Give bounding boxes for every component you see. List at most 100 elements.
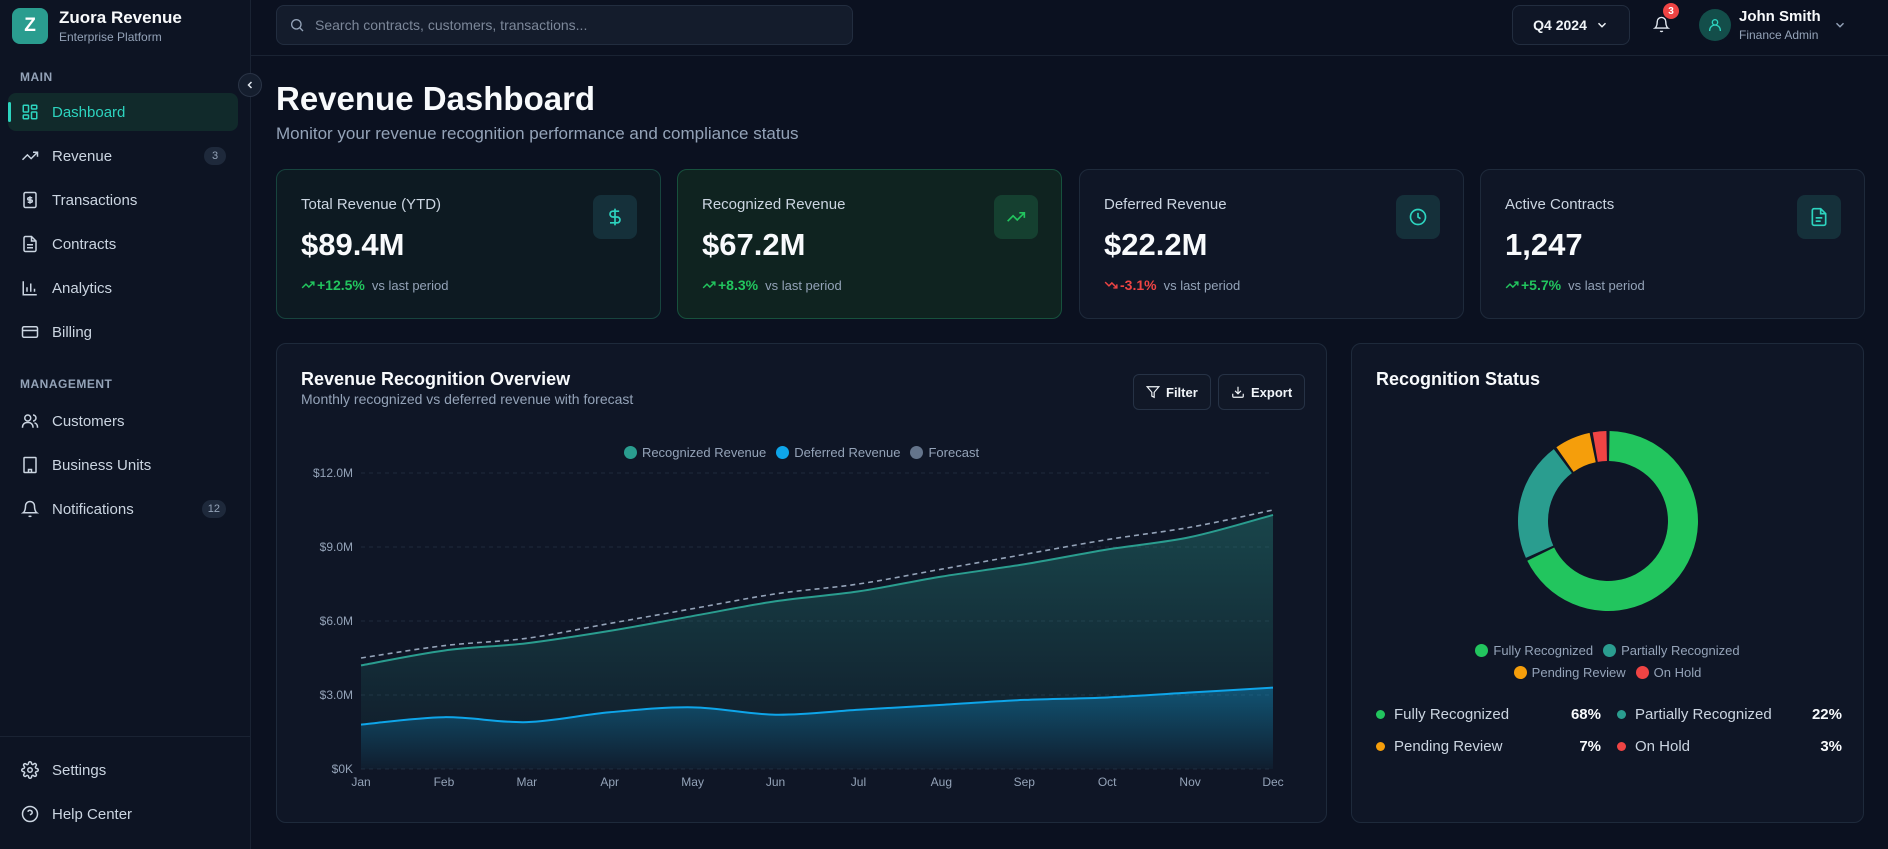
x-tick-label: Sep: [1014, 775, 1036, 789]
sidebar-item-contracts[interactable]: Contracts: [8, 225, 238, 263]
recognition-status-card: Recognition Status Fully Recognized Part…: [1351, 343, 1864, 823]
sidebar-item-label: Customers: [52, 412, 125, 430]
revenue-trend-chart: $0K $3.0M $6.0M $9.0M $12.0M Jan Feb Mar Apr May J…: [313, 466, 1284, 789]
y-tick-label: $12.0M: [313, 466, 353, 480]
sidebar-item-help-center[interactable]: Help Center: [8, 795, 238, 833]
recognized-line: [360, 513, 1274, 667]
notifications-button[interactable]: [1647, 10, 1675, 38]
x-tick-label: Feb: [434, 775, 455, 789]
kpi-value: $89.4M: [301, 227, 405, 262]
x-tick-label: Jun: [766, 775, 785, 789]
user-name: John Smith: [1739, 8, 1821, 25]
avatar: [1699, 9, 1731, 41]
sidebar-item-transactions[interactable]: Transactions: [8, 181, 238, 219]
search-input[interactable]: [315, 17, 835, 33]
download-icon: [1232, 386, 1244, 398]
sidebar-item-business-units[interactable]: Business Units: [8, 446, 238, 484]
sidebar-item-revenue[interactable]: Revenue 3: [8, 137, 238, 175]
brand-name: Zuora Revenue: [59, 7, 182, 27]
bar-chart-icon: [20, 278, 40, 298]
section-label-management: MANAGEMENT: [20, 377, 113, 391]
overview-title: Revenue Recognition Overview: [301, 369, 571, 389]
brand-subtitle: Enterprise Platform: [59, 29, 162, 44]
clock-icon: [1409, 208, 1427, 226]
donut-slice-pending-review[interactable]: [1556, 432, 1596, 472]
chevron-down-icon: [1835, 22, 1844, 28]
kpi-label: Active Contracts: [1505, 196, 1615, 213]
receipt-icon: [20, 190, 40, 210]
sidebar-item-dashboard[interactable]: Dashboard: [8, 93, 238, 131]
sidebar-item-analytics[interactable]: Analytics: [8, 269, 238, 307]
collapse-sidebar-button[interactable]: [238, 73, 262, 97]
bell-icon: [20, 499, 40, 519]
kpi-card-total-revenue[interactable]: Total Revenue (YTD) $89.4M +12.5% vs las…: [276, 169, 661, 319]
legend-item-pending[interactable]: Pending Review: [1513, 665, 1626, 680]
kpi-icon-box: [593, 195, 637, 239]
trending-down-icon: [1104, 281, 1118, 289]
period-label: Q4 2024: [1533, 17, 1587, 33]
filter-icon: [1146, 386, 1160, 399]
kpi-vs: vs last period: [1163, 277, 1241, 293]
kpi-delta: +8.3%: [718, 277, 759, 293]
kpi-icon-box: [1797, 195, 1841, 239]
search-icon: [291, 19, 304, 32]
credit-card-icon: [20, 322, 40, 342]
sidebar-item-settings[interactable]: Settings: [8, 751, 238, 789]
document-icon: [20, 234, 40, 254]
y-tick-label: $9.0M: [320, 540, 353, 554]
donut-slice-partially-recognized[interactable]: [1518, 449, 1572, 558]
notifications-badge: 12: [201, 500, 226, 518]
sidebar-item-label: Business Units: [52, 456, 152, 474]
kpi-card-recognized-revenue[interactable]: Recognized Revenue $67.2M +8.3% vs last …: [677, 169, 1062, 319]
period-selector[interactable]: Q4 2024: [1512, 5, 1630, 45]
sidebar-item-customers[interactable]: Customers: [8, 402, 238, 440]
filter-label: Filter: [1166, 384, 1198, 400]
kpi-vs: vs last period: [1568, 277, 1645, 293]
x-tick-label: May: [681, 775, 704, 789]
kpi-change: +12.5% vs last period: [301, 277, 448, 293]
legend-item-forecast[interactable]: Forecast: [910, 445, 979, 460]
filter-button[interactable]: Filter: [1133, 374, 1211, 410]
kpi-value: $67.2M: [702, 227, 806, 262]
kpi-change: +8.3% vs last period: [702, 277, 842, 293]
brand-logo: Z: [12, 8, 48, 44]
legend-item-partially[interactable]: Partially Recognized: [1603, 643, 1740, 658]
sidebar-item-notifications[interactable]: Notifications 12: [8, 490, 238, 528]
x-tick-label: Jul: [851, 775, 866, 789]
topbar: Q4 2024 3 John Smith Finance Admin: [251, 0, 1888, 56]
x-tick-label: Jan: [351, 775, 370, 789]
page-subtitle: Monitor your revenue recognition perform…: [276, 124, 799, 143]
legend-item-fully[interactable]: Fully Recognized: [1475, 643, 1593, 658]
notification-count-badge: 3: [1663, 3, 1679, 19]
sidebar-item-label: Analytics: [52, 279, 113, 297]
sidebar-item-billing[interactable]: Billing: [8, 313, 238, 351]
x-tick-label: Apr: [600, 775, 619, 789]
donut-slice-fully-recognized[interactable]: [1527, 431, 1698, 611]
brand[interactable]: Z Zuora Revenue Enterprise Platform: [12, 8, 182, 44]
kpi-card-active-contracts[interactable]: Active Contracts 1,247 +5.7% vs last per…: [1480, 169, 1865, 319]
sidebar-item-label: Settings: [52, 761, 107, 779]
user-icon: [1709, 19, 1721, 31]
y-tick-label: $0K: [332, 762, 353, 776]
gear-icon: [20, 760, 40, 780]
export-button[interactable]: Export: [1218, 374, 1306, 410]
forecast-line: [360, 509, 1274, 659]
search-bar[interactable]: [276, 5, 853, 45]
legend-item-recognized[interactable]: Recognized Revenue: [623, 445, 766, 460]
kpi-card-deferred-revenue[interactable]: Deferred Revenue $22.2M -3.1% vs last pe…: [1079, 169, 1464, 319]
legend-item-deferred[interactable]: Deferred Revenue: [776, 445, 900, 460]
kpi-delta: -3.1%: [1120, 277, 1157, 293]
overview-subtitle: Monthly recognized vs deferred revenue w…: [301, 391, 634, 407]
status-row-hold: On Hold 3%: [1617, 738, 1842, 755]
legend-item-hold[interactable]: On Hold: [1635, 665, 1701, 680]
chart-legend: Recognized Revenue Deferred Revenue Fore…: [277, 445, 1326, 460]
user-role: Finance Admin: [1739, 28, 1819, 42]
donut-slice-on-hold[interactable]: [1592, 431, 1607, 462]
kpi-change: +5.7% vs last period: [1505, 277, 1645, 293]
user-menu[interactable]: John Smith Finance Admin: [1699, 8, 1847, 42]
trending-up-icon: [1505, 281, 1519, 289]
kpi-label: Total Revenue (YTD): [301, 196, 442, 213]
x-tick-label: Dec: [1262, 775, 1283, 789]
kpi-value: $22.2M: [1104, 227, 1208, 262]
trending-up-icon: [301, 281, 315, 289]
